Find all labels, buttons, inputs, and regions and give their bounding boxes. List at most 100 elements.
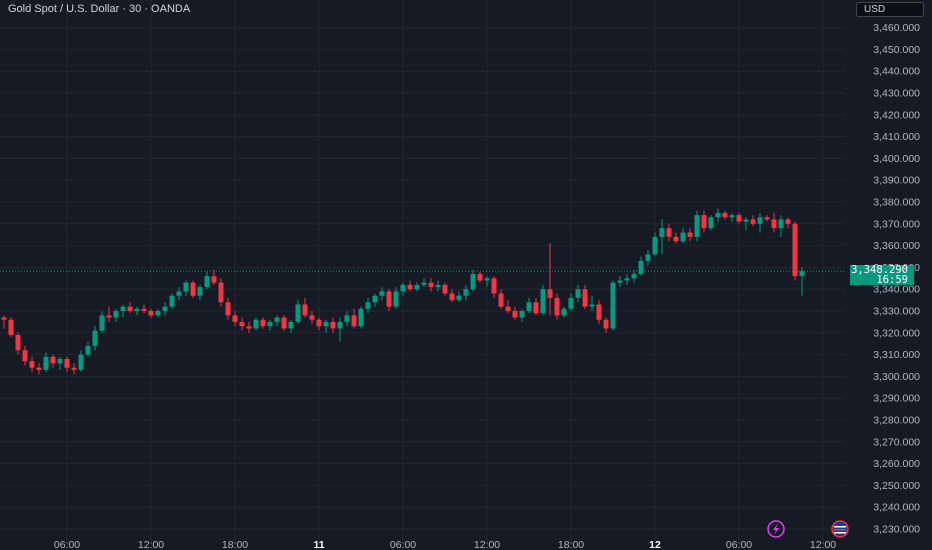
candle[interactable] (743, 217, 749, 231)
candle[interactable] (680, 228, 686, 244)
candle[interactable] (729, 212, 735, 222)
candle[interactable] (736, 212, 742, 224)
candle[interactable] (575, 284, 581, 303)
candle[interactable] (365, 297, 371, 314)
candle[interactable] (141, 304, 147, 314)
candle[interactable] (435, 280, 441, 292)
candle[interactable] (190, 280, 196, 298)
candle[interactable] (57, 356, 63, 370)
candle[interactable] (344, 311, 350, 327)
candle[interactable] (491, 276, 497, 298)
candle[interactable] (29, 356, 35, 373)
candle[interactable] (526, 297, 532, 314)
candle[interactable] (253, 317, 259, 331)
candle[interactable] (519, 308, 525, 322)
candle[interactable] (750, 215, 756, 226)
candle[interactable] (442, 282, 448, 296)
candle[interactable] (1, 315, 7, 329)
candle[interactable] (64, 356, 70, 373)
candle[interactable] (463, 284, 469, 301)
candle[interactable] (267, 319, 273, 331)
candle[interactable] (421, 278, 427, 288)
candle[interactable] (771, 212, 777, 233)
lightning-icon[interactable] (767, 520, 785, 538)
candle[interactable] (603, 317, 609, 333)
candle[interactable] (155, 308, 161, 318)
candle[interactable] (386, 289, 392, 311)
candle[interactable] (624, 273, 630, 285)
candle[interactable] (246, 321, 252, 333)
candle[interactable] (8, 317, 14, 338)
candle[interactable] (218, 278, 224, 307)
candle[interactable] (400, 282, 406, 296)
candle[interactable] (351, 308, 357, 329)
candle[interactable] (505, 300, 511, 314)
candle[interactable] (309, 311, 315, 325)
candle[interactable] (456, 291, 462, 303)
candle[interactable] (533, 297, 539, 316)
candle[interactable] (778, 215, 784, 237)
candle[interactable] (71, 363, 77, 375)
candle[interactable] (316, 317, 322, 331)
candle[interactable] (498, 289, 504, 309)
candle[interactable] (477, 271, 483, 283)
candle[interactable] (799, 267, 805, 296)
candle[interactable] (414, 282, 420, 292)
candle[interactable] (631, 269, 637, 283)
candle[interactable] (148, 308, 154, 318)
candle[interactable] (792, 221, 798, 281)
candle[interactable] (582, 284, 588, 309)
candle[interactable] (43, 352, 49, 373)
candle[interactable] (764, 215, 770, 222)
candle[interactable] (330, 317, 336, 333)
candle[interactable] (92, 326, 98, 351)
candle[interactable] (722, 210, 728, 220)
candle[interactable] (701, 210, 707, 233)
candle[interactable] (715, 208, 721, 222)
candle[interactable] (183, 280, 189, 296)
candle[interactable] (85, 341, 91, 357)
candle[interactable] (15, 332, 21, 355)
candle[interactable] (589, 295, 595, 311)
candle[interactable] (659, 219, 665, 255)
candle[interactable] (197, 284, 203, 301)
candle[interactable] (379, 287, 385, 301)
candle[interactable] (211, 269, 217, 285)
candle[interactable] (169, 293, 175, 309)
candle[interactable] (239, 317, 245, 331)
us-flag-icon[interactable] (831, 520, 849, 538)
candle[interactable] (561, 306, 567, 318)
candle[interactable] (638, 256, 644, 277)
candle[interactable] (652, 232, 658, 257)
candle[interactable] (36, 363, 42, 375)
candle[interactable] (757, 212, 763, 233)
candle[interactable] (99, 311, 105, 333)
candle[interactable] (232, 311, 238, 327)
candle[interactable] (666, 223, 672, 242)
currency-button[interactable]: USD (856, 2, 924, 17)
candle[interactable] (512, 306, 518, 320)
candle[interactable] (162, 302, 168, 316)
candle[interactable] (176, 287, 182, 301)
candle[interactable] (428, 278, 434, 292)
candle[interactable] (785, 217, 791, 229)
candle[interactable] (106, 306, 112, 322)
candle[interactable] (617, 276, 623, 288)
candle[interactable] (694, 210, 700, 242)
candle[interactable] (540, 284, 546, 316)
candle[interactable] (673, 232, 679, 244)
candle[interactable] (372, 293, 378, 307)
candle[interactable] (554, 293, 560, 320)
candle[interactable] (127, 302, 133, 314)
candle[interactable] (407, 280, 413, 292)
candle[interactable] (708, 215, 714, 231)
candle[interactable] (323, 319, 329, 333)
candle[interactable] (120, 304, 126, 318)
price-axis[interactable]: 3,230.000 3,240.000 3,250.000 3,260.000 3,27… (873, 22, 920, 535)
candle[interactable] (568, 293, 574, 311)
candle[interactable] (113, 308, 119, 322)
candle[interactable] (281, 315, 287, 331)
candle[interactable] (204, 271, 210, 290)
candle[interactable] (22, 345, 28, 366)
